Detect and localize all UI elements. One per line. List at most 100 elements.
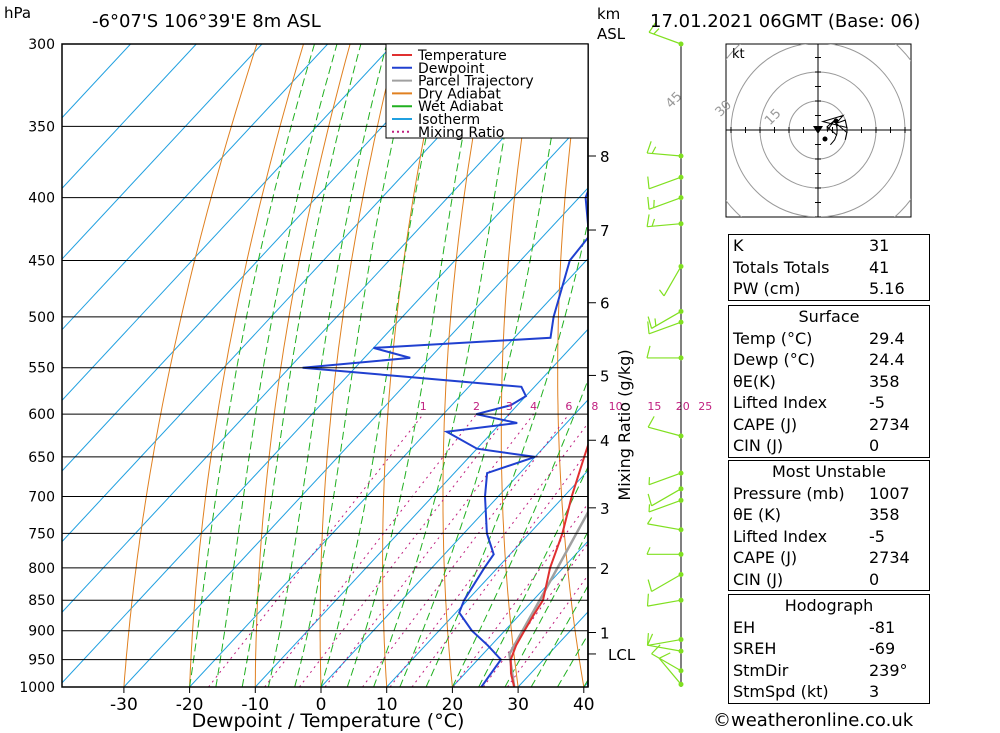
most-unstable-title: Most Unstable xyxy=(772,462,886,481)
most-unstable-panel: Most Unstable Pressure (mb) 1007 θE (K) 35… xyxy=(728,460,930,591)
index-value: 358 xyxy=(869,505,900,524)
wind-barb-staff xyxy=(663,266,682,297)
index-value: 29.4 xyxy=(869,328,905,348)
x-tick-label: 40 xyxy=(573,695,595,715)
pressure-tick-label: 900 xyxy=(28,624,55,640)
legend xyxy=(385,43,589,139)
hodograph-point xyxy=(833,118,839,124)
height-tick-label: 1 xyxy=(600,625,610,643)
mixing-ratio-line xyxy=(299,413,510,687)
height-tick-label: 3 xyxy=(600,500,610,518)
legend-label: Parcel Trajectory xyxy=(418,74,534,90)
mixing-ratio-line xyxy=(264,413,477,687)
hodograph-trace xyxy=(820,114,848,146)
mu-row: θE (K) 358 xyxy=(729,504,929,526)
surface-row: Temp (°C) 29.4 xyxy=(729,328,929,350)
mixing-ratio-line xyxy=(389,422,588,687)
wind-barb-flag xyxy=(647,176,650,189)
index-value: 1007 xyxy=(869,483,910,503)
wind-barb-staff xyxy=(647,523,682,531)
isotherm-line xyxy=(62,44,263,260)
legend-label: Wet Adiabat xyxy=(418,99,504,115)
storm-motion-marker xyxy=(813,126,823,134)
location-label: -6°07'S 106°39'E 8m ASL xyxy=(92,11,321,32)
wind-barb-staff xyxy=(648,321,682,335)
wet-adiabat-line xyxy=(478,465,588,687)
wind-barb-flag xyxy=(647,416,655,428)
index-label: CIN (J) xyxy=(733,436,784,455)
wet-adiabat-line xyxy=(241,44,362,687)
index-value: 0 xyxy=(869,436,880,455)
wind-barb-flag xyxy=(658,652,671,659)
datetime-label: 17.01.2021 06GMT (Base: 06) xyxy=(650,11,921,32)
index-value: -5 xyxy=(869,526,885,546)
pressure-tick-label: 450 xyxy=(28,254,55,270)
index-label: Totals Totals xyxy=(733,257,830,277)
wind-barb-flag xyxy=(646,141,652,154)
wind-barb-staff xyxy=(648,31,682,45)
dry-adiabat-line xyxy=(557,44,585,687)
hodo-row: StmSpd (kt) 3 xyxy=(729,681,929,703)
isotherm-line xyxy=(123,187,588,687)
wind-barb xyxy=(647,319,684,335)
wind-barb-staff xyxy=(651,653,682,672)
isotherm-line xyxy=(62,44,197,190)
hodograph-ring-label: 45 xyxy=(663,89,685,111)
mixing-ratio-label: 2 xyxy=(473,400,480,413)
wind-barb-flag xyxy=(647,517,653,525)
isotherm-line xyxy=(62,44,329,331)
wind-barb-staff xyxy=(648,499,682,513)
dry-adiabat-line xyxy=(500,44,537,687)
x-tick-label: 10 xyxy=(376,695,398,715)
x-tick-label: -30 xyxy=(110,695,138,715)
wind-barb xyxy=(646,547,684,557)
surface-row: Dewp (°C) 24.4 xyxy=(729,349,929,371)
wind-barb-flag xyxy=(651,218,656,227)
mu-row: CIN (J) 0 xyxy=(729,569,929,591)
index-value: 24.4 xyxy=(869,350,905,369)
mixing-ratio-label: 4 xyxy=(530,400,537,413)
dry-adiabat-line xyxy=(956,44,1000,687)
index-value: 3 xyxy=(869,682,880,701)
index-value: 239° xyxy=(869,660,908,680)
index-label: StmDir xyxy=(733,660,789,680)
legend-box xyxy=(385,43,589,139)
wind-barb xyxy=(647,195,684,210)
wet-adiabat-line xyxy=(504,530,588,687)
index-value: 31 xyxy=(869,236,890,255)
wind-barb xyxy=(647,174,684,190)
legend-label: Dry Adiabat xyxy=(418,86,501,102)
mixing-ratio-line xyxy=(362,413,570,687)
index-label: Pressure (mb) xyxy=(733,483,845,503)
dewpoint-line xyxy=(302,44,588,687)
wind-barb-flag xyxy=(646,345,651,359)
mixing-ratio-label: 25 xyxy=(698,400,712,413)
index-label: θE(K) xyxy=(733,371,776,391)
x-tick-label: 30 xyxy=(507,695,529,715)
wind-barb xyxy=(658,263,684,297)
wind-barb xyxy=(646,214,684,228)
wet-adiabat-line xyxy=(530,584,588,687)
temperature-line xyxy=(509,442,588,687)
isotherm-line xyxy=(62,44,131,119)
index-label: Dewp (°C) xyxy=(733,350,816,369)
pressure-tick-label: 1000 xyxy=(19,680,55,696)
wind-barb-staff xyxy=(648,197,682,210)
wind-barb-flag xyxy=(647,196,650,210)
pressure-tick-label: 800 xyxy=(28,561,55,577)
x-tick-label: -10 xyxy=(241,695,269,715)
mixing-ratio-label: 8 xyxy=(591,400,598,413)
mixing-ratio-label: 3 xyxy=(506,400,513,413)
pressure-tick-label: 300 xyxy=(28,37,55,53)
height-tick-label: 4 xyxy=(600,432,610,450)
height-tick-label: 5 xyxy=(600,367,610,385)
wind-barb xyxy=(647,308,684,329)
mixing-ratio-label: 1 xyxy=(420,400,427,413)
index-value: 2734 xyxy=(869,414,910,434)
pressure-tick-label: 950 xyxy=(28,653,55,669)
mixing-ratio-label: 10 xyxy=(609,400,623,413)
index-value: -5 xyxy=(869,393,885,412)
pressure-tick-label: 600 xyxy=(28,407,55,423)
surface-row: CAPE (J) 2734 xyxy=(729,414,929,436)
